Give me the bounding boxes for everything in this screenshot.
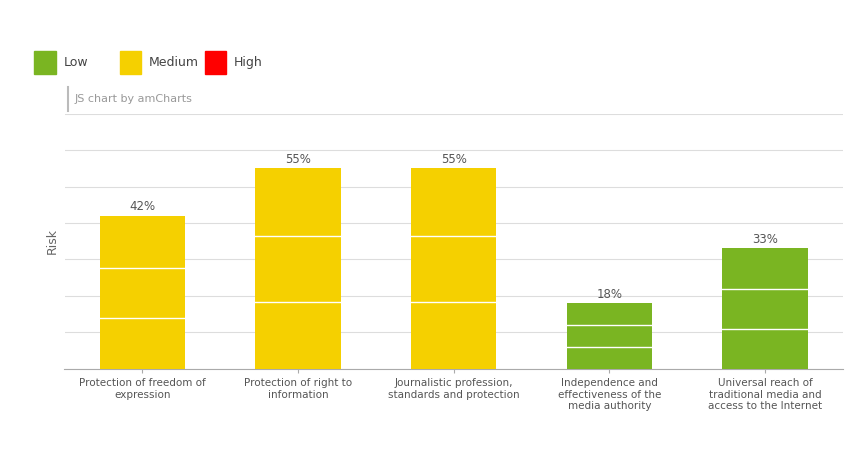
Bar: [34, 51, 56, 74]
Text: 33%: 33%: [752, 233, 778, 246]
Bar: [722, 248, 808, 369]
Bar: [205, 51, 226, 74]
Bar: [100, 216, 185, 369]
Text: JS chart by amCharts: JS chart by amCharts: [75, 94, 193, 104]
Text: 55%: 55%: [440, 153, 467, 166]
Text: 55%: 55%: [285, 153, 311, 166]
Text: High: High: [234, 56, 263, 69]
Text: Low: Low: [64, 56, 89, 69]
Bar: [255, 168, 341, 369]
Text: ×: ×: [834, 13, 850, 30]
Text: Medium: Medium: [149, 56, 199, 69]
Text: Spain: Fundamental Protection: Spain: Fundamental Protection: [14, 14, 280, 29]
Text: 18%: 18%: [596, 288, 623, 301]
Text: 42%: 42%: [129, 201, 156, 213]
Bar: [567, 303, 652, 369]
Bar: [120, 51, 141, 74]
Bar: [411, 168, 496, 369]
Y-axis label: Risk: Risk: [46, 228, 59, 254]
